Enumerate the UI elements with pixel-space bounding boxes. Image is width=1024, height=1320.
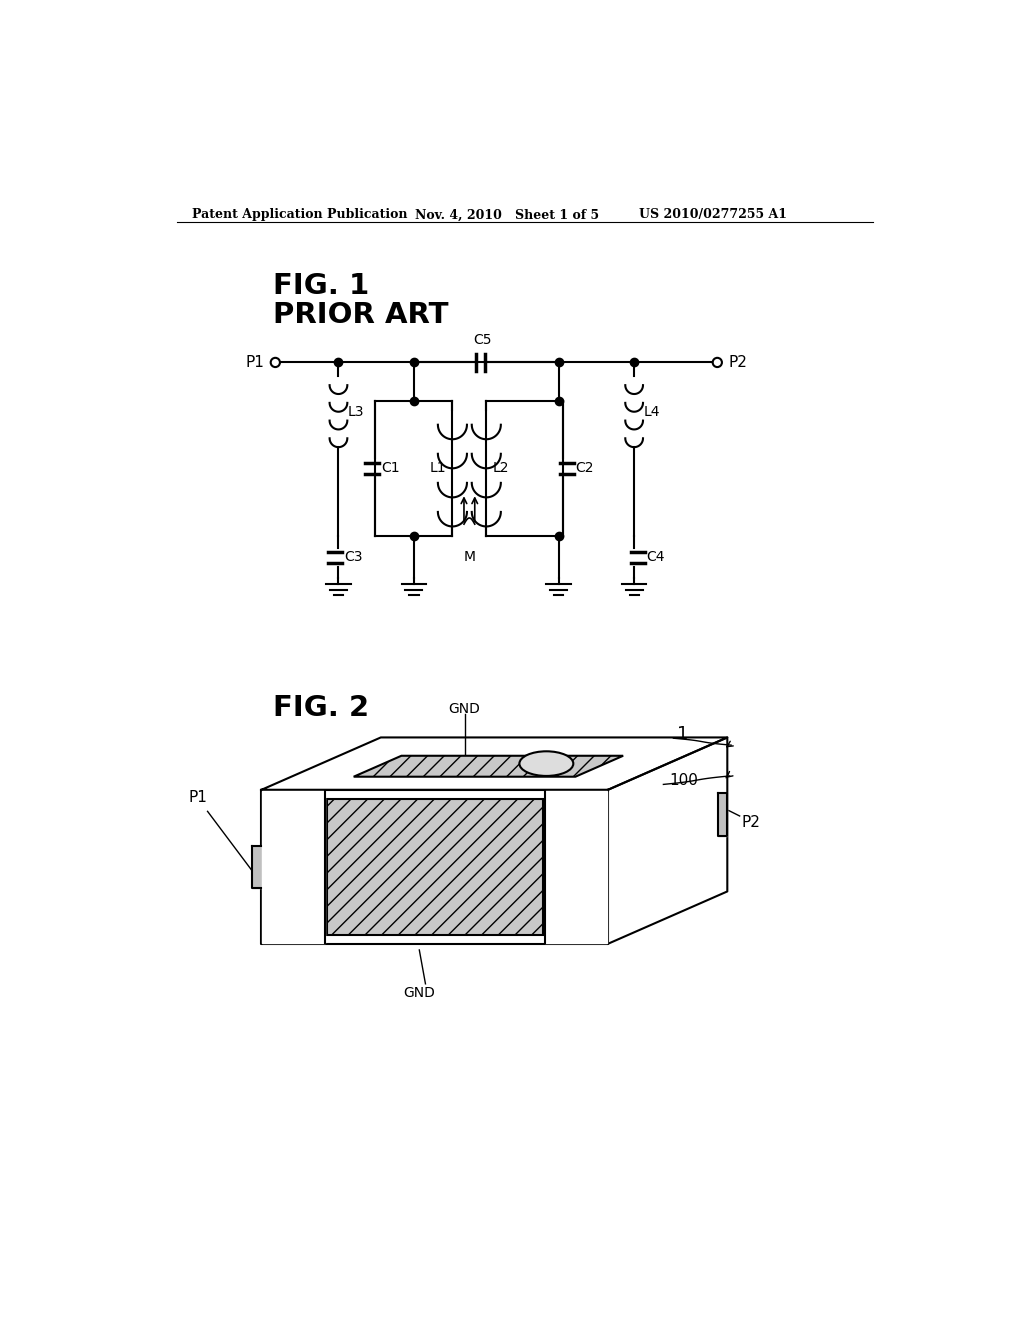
Text: C3: C3 xyxy=(345,550,364,564)
Text: Patent Application Publication: Patent Application Publication xyxy=(193,209,408,222)
Text: FIG. 2: FIG. 2 xyxy=(273,693,369,722)
Text: 100: 100 xyxy=(670,774,698,788)
Text: 1: 1 xyxy=(677,726,688,743)
Text: US 2010/0277255 A1: US 2010/0277255 A1 xyxy=(639,209,786,222)
Text: C4: C4 xyxy=(646,550,665,564)
Polygon shape xyxy=(262,791,325,942)
Bar xyxy=(327,799,543,935)
Polygon shape xyxy=(545,791,607,942)
Text: L2: L2 xyxy=(493,461,509,475)
Text: L3: L3 xyxy=(348,405,365,418)
Text: C1: C1 xyxy=(382,461,400,475)
Text: L1: L1 xyxy=(430,461,446,475)
Ellipse shape xyxy=(519,751,573,776)
Text: L4: L4 xyxy=(643,405,659,418)
Polygon shape xyxy=(718,793,727,836)
Text: PRIOR ART: PRIOR ART xyxy=(273,301,449,329)
Text: P1: P1 xyxy=(246,355,264,370)
Text: GND: GND xyxy=(403,986,435,1001)
Text: GND: GND xyxy=(449,702,480,715)
Text: C2: C2 xyxy=(575,461,594,475)
Text: P2: P2 xyxy=(741,814,760,830)
Text: M: M xyxy=(463,549,475,564)
Polygon shape xyxy=(353,756,624,776)
Polygon shape xyxy=(252,846,261,888)
Text: Nov. 4, 2010   Sheet 1 of 5: Nov. 4, 2010 Sheet 1 of 5 xyxy=(416,209,600,222)
Text: P2: P2 xyxy=(728,355,746,370)
Text: P1: P1 xyxy=(188,789,207,805)
Text: FIG. 1: FIG. 1 xyxy=(273,272,370,301)
Text: C5: C5 xyxy=(473,333,492,347)
